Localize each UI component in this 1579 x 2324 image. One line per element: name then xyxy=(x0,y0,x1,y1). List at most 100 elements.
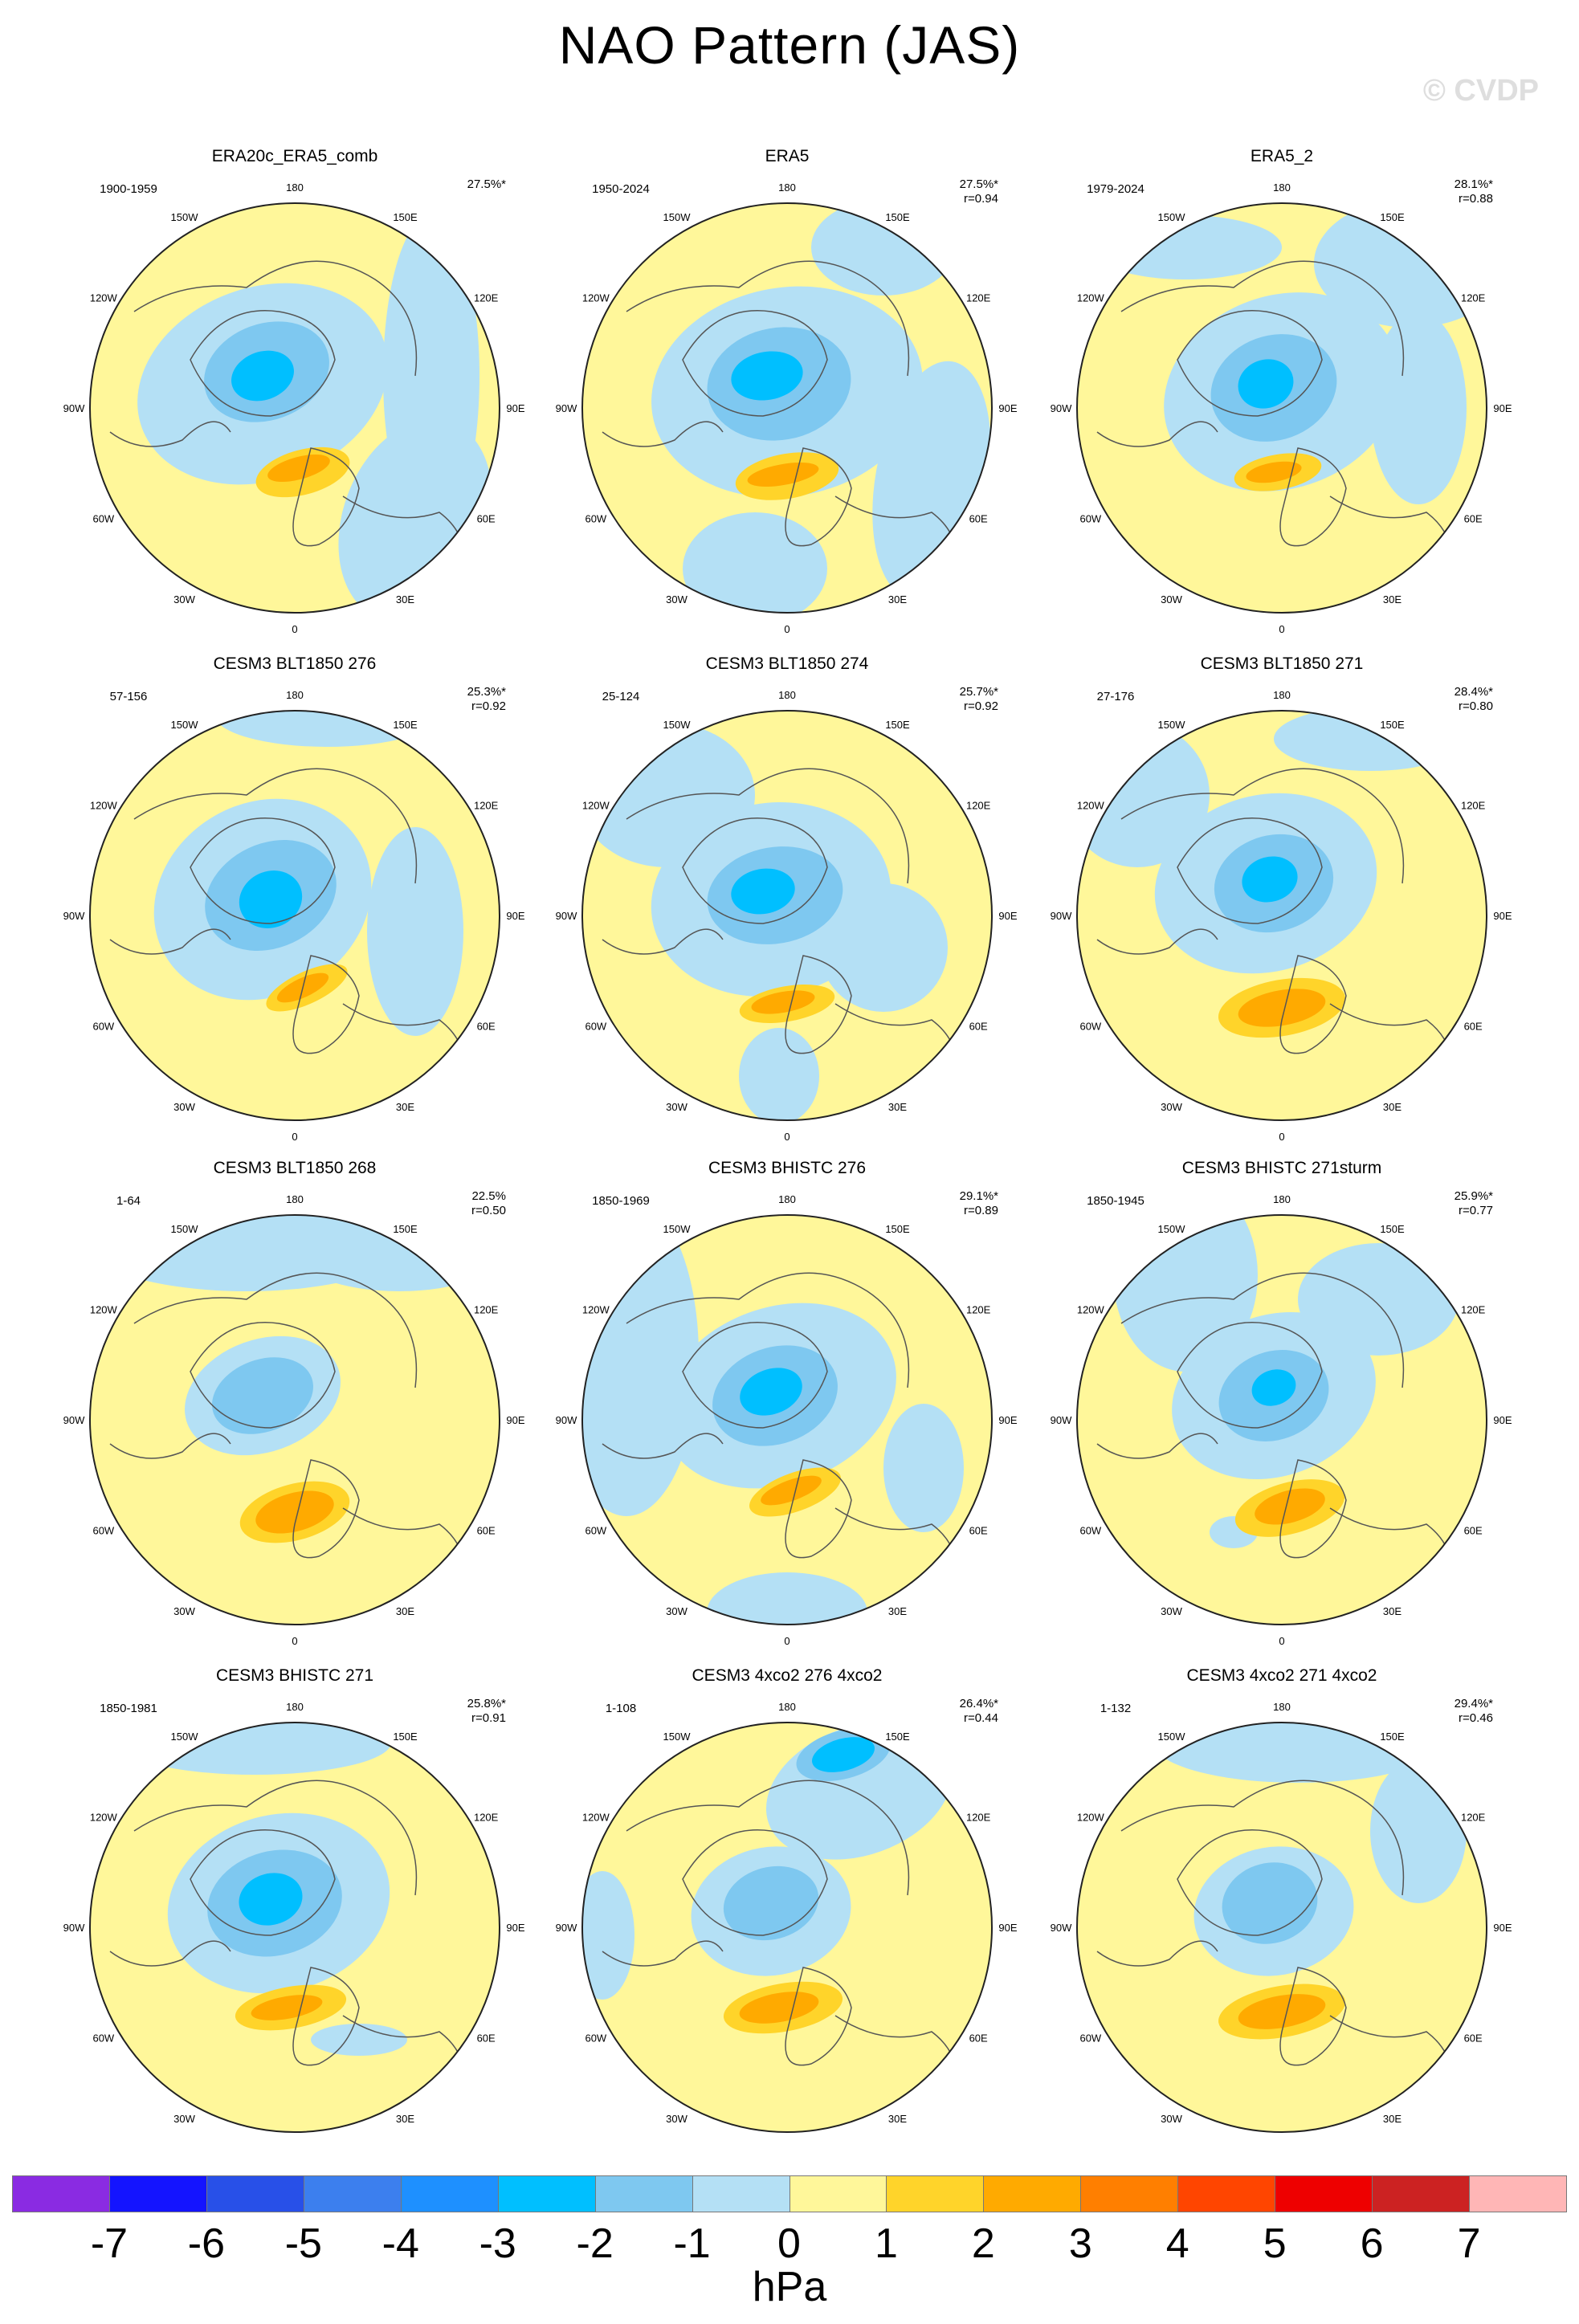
panel-period: 57-156 xyxy=(110,690,148,703)
longitude-label: 90E xyxy=(506,1414,524,1426)
longitude-label: 30W xyxy=(666,1605,687,1617)
panel-percent-variance: 25.9%* xyxy=(1455,1189,1494,1203)
panel-period: 1900-1959 xyxy=(100,182,157,196)
longitude-label: 30E xyxy=(396,1101,414,1113)
panel-title: CESM3 BLT1850 276 xyxy=(214,654,377,673)
longitude-label: 150W xyxy=(663,1223,692,1235)
longitude-label: 90W xyxy=(63,1922,85,1934)
longitude-label: 90E xyxy=(1493,910,1512,922)
coastline xyxy=(1279,955,1347,1054)
longitude-label: 60W xyxy=(92,2032,114,2045)
coastline xyxy=(626,1272,910,1388)
negative-anomaly-center xyxy=(731,351,803,401)
longitude-label: 120E xyxy=(1461,1812,1486,1824)
map-panel: 180150E120E90E60E30E030W60W90W120W150WCE… xyxy=(63,1666,525,2155)
map-frame xyxy=(1076,202,1487,614)
longitude-label: 60W xyxy=(585,2032,606,2045)
map-panel: 180150E120E90E60E30E030W60W90W120W150WCE… xyxy=(1051,1159,1512,1647)
panel-percent-variance: 28.4%* xyxy=(1455,685,1494,699)
coastline xyxy=(292,447,360,547)
longitude-label: 0 xyxy=(784,623,790,635)
colorbar-tick-label: 3 xyxy=(1068,2220,1092,2267)
negative-anomaly-region xyxy=(214,711,439,747)
coastline xyxy=(190,1829,336,1936)
coastline xyxy=(292,1967,360,2066)
longitude-label: 150E xyxy=(885,719,910,731)
colorbar-tick-label: 7 xyxy=(1457,2220,1481,2267)
colorbar-swatch xyxy=(1177,2175,1276,2212)
longitude-label: 120W xyxy=(90,292,118,304)
negative-anomaly-center xyxy=(1242,856,1298,903)
longitude-label: 90W xyxy=(63,402,85,414)
longitude-label: 120E xyxy=(474,292,499,304)
longitude-label: 60E xyxy=(969,1021,988,1033)
longitude-label: 120W xyxy=(582,1812,610,1824)
longitude-label: 150W xyxy=(1158,211,1186,223)
longitude-label: 120E xyxy=(1461,1304,1486,1316)
coastline xyxy=(682,817,828,924)
colorbar-tick-label: -4 xyxy=(381,2220,419,2267)
longitude-label: 90W xyxy=(1051,402,1072,414)
colorbar-tick-label: -1 xyxy=(673,2220,711,2267)
coastline xyxy=(1096,928,1218,955)
map-panel: 180150E120E90E60E30E030W60W90W120W150WCE… xyxy=(556,654,1018,1143)
longitude-label: 180 xyxy=(286,689,304,701)
coastline xyxy=(682,1829,828,1936)
panel-percent-variance: 28.1%* xyxy=(1455,177,1494,191)
longitude-label: 30W xyxy=(173,593,195,605)
coastline xyxy=(682,1322,828,1429)
panel-title: CESM3 BLT1850 268 xyxy=(214,1159,377,1177)
longitude-label: 120E xyxy=(966,1304,991,1316)
longitude-label: 150W xyxy=(1158,1731,1186,1743)
longitude-label: 180 xyxy=(286,181,304,194)
coastline xyxy=(1120,768,1405,884)
positive-anomaly-center xyxy=(1238,989,1326,1027)
coastline xyxy=(682,310,828,417)
longitude-label: 150E xyxy=(393,1731,418,1743)
longitude-label: 90W xyxy=(556,1414,577,1426)
map-panel: 180 150E 120E 90E 60E 30E 0 30W 60W 90W 120W 150W ER… xyxy=(63,147,525,635)
negative-anomaly-region xyxy=(367,827,463,1036)
longitude-label: 60E xyxy=(1464,1525,1483,1537)
longitude-label: 30E xyxy=(1383,593,1402,605)
longitude-label: 150E xyxy=(1380,1731,1405,1743)
map-frame xyxy=(89,202,500,614)
colorbar-tick-label: 0 xyxy=(777,2220,801,2267)
panel-percent-variance: 27.5%* xyxy=(467,177,507,191)
coastline xyxy=(1120,1272,1405,1388)
longitude-label: 120W xyxy=(1077,800,1105,812)
negative-anomaly-center xyxy=(1251,1369,1296,1406)
longitude-label: 30E xyxy=(396,593,414,605)
negative-anomaly-region xyxy=(383,215,479,536)
longitude-label: 60E xyxy=(1464,513,1483,525)
coastline xyxy=(1120,260,1405,377)
longitude-label: 0 xyxy=(1279,1635,1284,1647)
coastline xyxy=(109,1433,231,1459)
longitude-label: 120E xyxy=(474,800,499,812)
map-frame xyxy=(1076,710,1487,1121)
coastline xyxy=(1096,1433,1218,1459)
longitude-label: 120E xyxy=(1461,800,1486,812)
coastline xyxy=(1177,310,1323,417)
longitude-label: 60E xyxy=(969,513,988,525)
colorbar-swatch xyxy=(594,2175,693,2212)
panel-pattern-correlation: r=0.50 xyxy=(471,1204,506,1217)
longitude-label: 0 xyxy=(784,1131,790,1143)
map-panel: 180 150E 120E 90E 60E 30E 0 30W 60W 90W 120W 150W ER… xyxy=(1051,147,1512,635)
panel-pattern-correlation: r=0.89 xyxy=(964,1204,998,1217)
coastline xyxy=(1120,1780,1405,1896)
longitude-label: 30W xyxy=(1161,593,1182,605)
longitude-label: 180 xyxy=(778,181,796,194)
longitude-label: 90W xyxy=(1051,910,1072,922)
longitude-label: 60W xyxy=(92,1525,114,1537)
longitude-label: 150W xyxy=(663,719,692,731)
negative-anomaly-center xyxy=(740,1368,802,1416)
longitude-label: 60E xyxy=(477,1021,496,1033)
longitude-label: 30E xyxy=(396,2113,414,2125)
longitude-label: 30E xyxy=(1383,1101,1402,1113)
colorbar-swatch xyxy=(1372,2175,1471,2212)
longitude-label: 120W xyxy=(90,800,118,812)
panel-pattern-correlation: r=0.91 xyxy=(471,1711,506,1725)
coastline xyxy=(1096,1940,1218,1967)
map-frame xyxy=(581,202,993,614)
